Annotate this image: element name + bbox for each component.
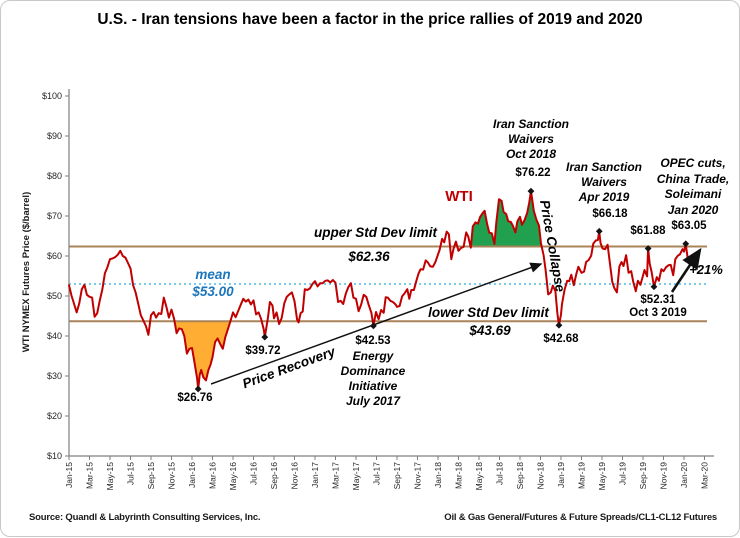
- iran-waivers-2018-note: Iran Sanction Waivers Oct 2018: [492, 117, 569, 161]
- y-axis-tick-label: $30: [47, 371, 62, 381]
- x-axis-tick-label: Jan-19: [556, 462, 566, 488]
- x-axis-tick-label: Jul-18: [495, 462, 505, 485]
- x-axis-tick-label: Jan-20: [679, 462, 689, 488]
- x-axis-tick-label: Jan-18: [433, 462, 443, 488]
- x-axis-tick-label: Jul-19: [618, 462, 628, 485]
- x-axis-tick-label: Mar-18: [454, 462, 464, 489]
- x-axis-tick-label: Jul-17: [372, 462, 382, 485]
- iran-waivers-2019-note: Iran Sanction Waivers Apr 2019: [565, 160, 642, 204]
- data-point-diamond: [527, 187, 535, 195]
- x-axis-tick-label: Sep-16: [269, 462, 279, 490]
- mean-value: $53.00: [192, 284, 234, 299]
- lower-std-dev-value: $43.69: [469, 323, 511, 338]
- x-axis-tick-label: Sep-17: [392, 462, 402, 490]
- x-axis-tick-label: Nov-15: [167, 462, 177, 490]
- dec-2018-low-value: $42.68: [543, 333, 579, 345]
- x-axis-tick-label: Mar-20: [700, 462, 710, 489]
- data-point-diamond: [261, 333, 269, 341]
- low-2016-value: $26.76: [177, 392, 213, 404]
- x-axis-tick-label: May-15: [105, 462, 115, 491]
- x-axis-tick-label: Nov-18: [536, 462, 546, 490]
- x-axis-tick-label: Jan-17: [310, 462, 320, 488]
- y-axis-tick-label: $60: [47, 251, 62, 261]
- mean-label: mean: [195, 267, 231, 282]
- y-axis-tick-label: $90: [47, 131, 62, 141]
- x-axis-tick-label: May-18: [474, 462, 484, 491]
- price-recovery-arrow: [210, 262, 543, 385]
- x-axis-tick-label: Jan-16: [187, 462, 197, 488]
- apr-2019-peak-value: $66.18: [592, 208, 628, 220]
- data-point-diamond: [682, 240, 690, 248]
- x-axis-tick-label: Nov-17: [413, 462, 423, 490]
- y-axis-tick-label: $70: [47, 211, 62, 221]
- x-axis-tick-label: Mar-17: [331, 462, 341, 489]
- x-axis-tick-label: May-16: [228, 462, 238, 491]
- data-point-diamond: [644, 245, 652, 252]
- x-axis-tick-label: May-19: [597, 462, 607, 491]
- x-axis-tick-label: Sep-19: [638, 462, 648, 490]
- x-axis-tick-label: Nov-16: [290, 462, 300, 490]
- y-axis-title: WTI NYMEX Futures Price ($/barrel): [21, 191, 32, 353]
- x-axis-tick-label: Jan-15: [64, 462, 74, 488]
- energy-dominance-note: Energy Dominance Initiative July 2017: [340, 349, 406, 408]
- y-axis-tick-label: $40: [47, 331, 62, 341]
- jan-2020-peak-value: $63.05: [671, 220, 707, 232]
- data-point-diamond: [194, 385, 202, 393]
- data-point-diamond: [595, 227, 603, 235]
- x-axis-tick-label: Sep-15: [146, 462, 156, 490]
- data-point-diamond: [370, 322, 377, 330]
- source-note: Source: Quandl & Labyrinth Consulting Se…: [29, 512, 261, 523]
- x-axis-tick-label: Sep-18: [515, 462, 525, 490]
- y-axis-tick-label: $100: [42, 91, 62, 101]
- x-axis-tick-label: Jul-15: [126, 462, 136, 485]
- wti-series-label: WTI: [445, 188, 473, 205]
- aug-2016-value: $39.72: [245, 345, 281, 357]
- plus-21-percent-label: +21%: [689, 262, 723, 277]
- data-point-diamond: [555, 321, 563, 329]
- wti-price-line: [68, 190, 691, 390]
- sep-2019-spike-value: $61.88: [630, 225, 666, 237]
- data-point-diamond: [650, 283, 658, 291]
- x-axis-tick-label: May-17: [351, 462, 361, 491]
- lower-std-dev-label: lower Std Dev limit: [428, 305, 549, 320]
- upper-std-dev-value: $62.36: [348, 249, 390, 264]
- oct-3-2019-low-note: $52.31 Oct 3 2019: [629, 294, 687, 319]
- y-axis-tick-label: $80: [47, 171, 62, 181]
- plus-21-percent-arrow: [670, 247, 702, 293]
- dataset-note: Oil & Gas General/Futures & Future Sprea…: [444, 512, 717, 523]
- y-axis-tick-label: $10: [47, 451, 62, 461]
- y-axis-tick-label: $50: [47, 291, 62, 301]
- oct-2018-peak-value: $76.22: [515, 167, 551, 179]
- opec-soleimani-note: OPEC cuts, China Trade, Soleimani Jan 20…: [656, 156, 730, 217]
- chart-title: U.S. - Iran tensions have been a factor …: [97, 11, 643, 28]
- below-limit-fill: [174, 321, 231, 389]
- x-axis-tick-label: Mar-19: [577, 462, 587, 489]
- x-axis-tick-label: Jul-16: [249, 462, 259, 485]
- upper-std-dev-label: upper Std Dev limit: [313, 225, 438, 240]
- x-axis-tick-label: Nov-19: [659, 462, 669, 490]
- energy-dominance-value: $42.53: [355, 335, 391, 347]
- x-axis-tick-label: Mar-15: [85, 462, 95, 489]
- x-axis-tick-label: Mar-16: [208, 462, 218, 489]
- y-axis-tick-label: $20: [47, 411, 62, 421]
